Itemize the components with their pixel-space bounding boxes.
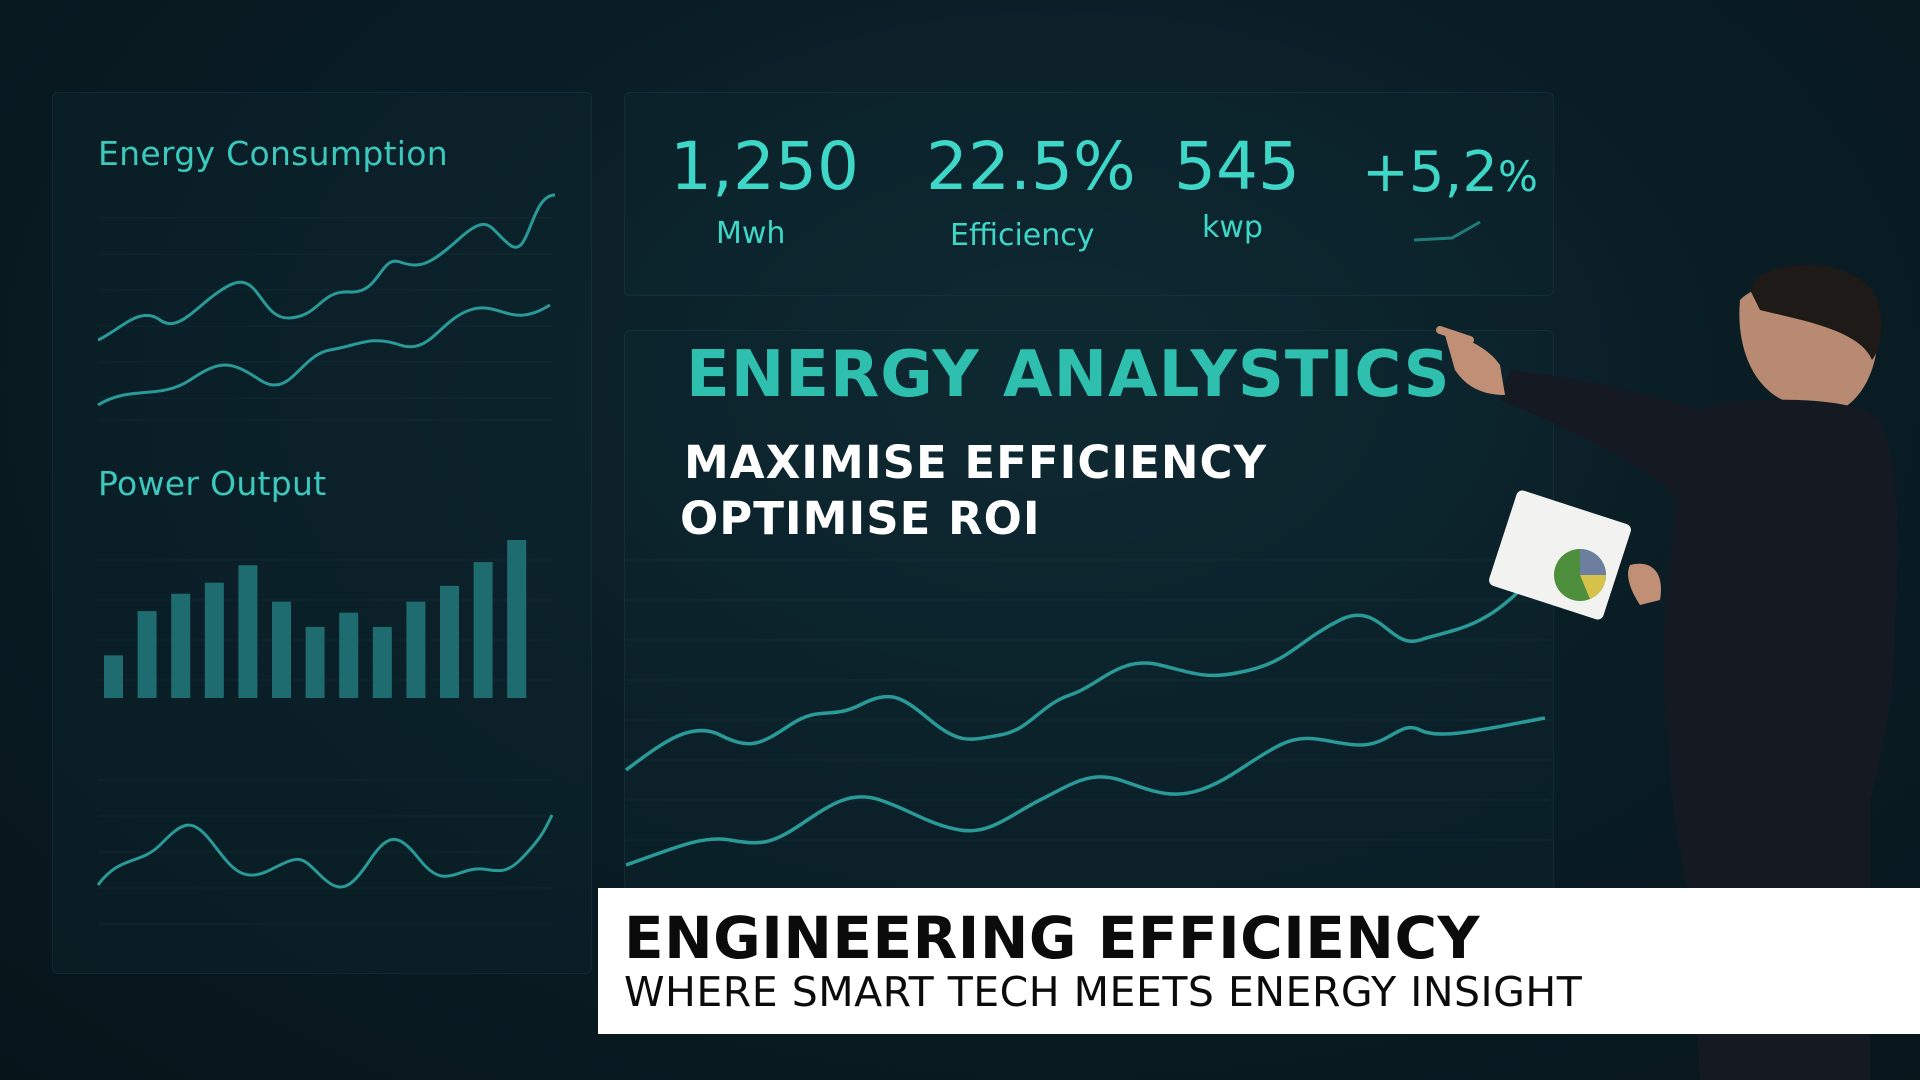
hero-line-efficiency: MAXIMISE EFFICIENCY — [684, 436, 1268, 489]
power-bar — [440, 585, 459, 698]
energy-line-lower — [97, 303, 551, 407]
power-bar — [272, 601, 291, 698]
power-bar — [104, 655, 123, 698]
power-bar — [406, 601, 426, 698]
kpi-growth-unit: % — [1497, 152, 1538, 201]
kpi-growth-value: +5,2% — [1362, 140, 1538, 205]
power-bar — [507, 540, 527, 698]
power-bar — [238, 565, 258, 698]
power-bar — [204, 582, 224, 698]
power-bars — [104, 540, 527, 698]
kpi-kwp-value: 545 — [1174, 128, 1300, 205]
main-line-upper — [624, 588, 1522, 772]
power-bar — [372, 626, 392, 698]
power-wave-line — [96, 814, 554, 889]
kpi-efficiency-label: Efficiency — [950, 218, 1095, 253]
hero-line-roi: OPTIMISE ROI — [680, 492, 1041, 545]
power-bar — [473, 562, 493, 698]
power-bar — [305, 626, 325, 698]
energy-line-upper — [97, 193, 556, 342]
lower-third-title: ENGINEERING EFFICIENCY — [624, 904, 1481, 972]
power-bar — [137, 611, 157, 698]
power-bar — [171, 593, 191, 698]
lower-third-banner: ENGINEERING EFFICIENCY WHERE SMART TECH … — [598, 888, 1920, 1034]
main-line-lower — [625, 716, 1546, 867]
energy-consumption-title: Energy Consumption — [98, 134, 448, 173]
hero-title: ENERGY ANALYSTICS — [686, 338, 1451, 412]
gridlines — [98, 217, 1550, 925]
lower-third-subtitle: WHERE SMART TECH MEETS ENERGY INSIGHT — [624, 968, 1583, 1016]
power-output-title: Power Output — [98, 464, 327, 503]
power-bar — [339, 612, 359, 698]
kpi-sparkline — [1413, 220, 1481, 242]
kpi-efficiency-value: 22.5% — [926, 128, 1136, 205]
kpi-panel — [624, 92, 1554, 296]
kpi-kwp-label: kwp — [1202, 210, 1263, 245]
kpi-mwh-value: 1,250 — [670, 128, 859, 205]
kpi-mwh-label: Mwh — [716, 216, 786, 251]
kpi-growth-number: +5,2 — [1362, 140, 1498, 205]
main-chart-panel — [624, 330, 1554, 892]
